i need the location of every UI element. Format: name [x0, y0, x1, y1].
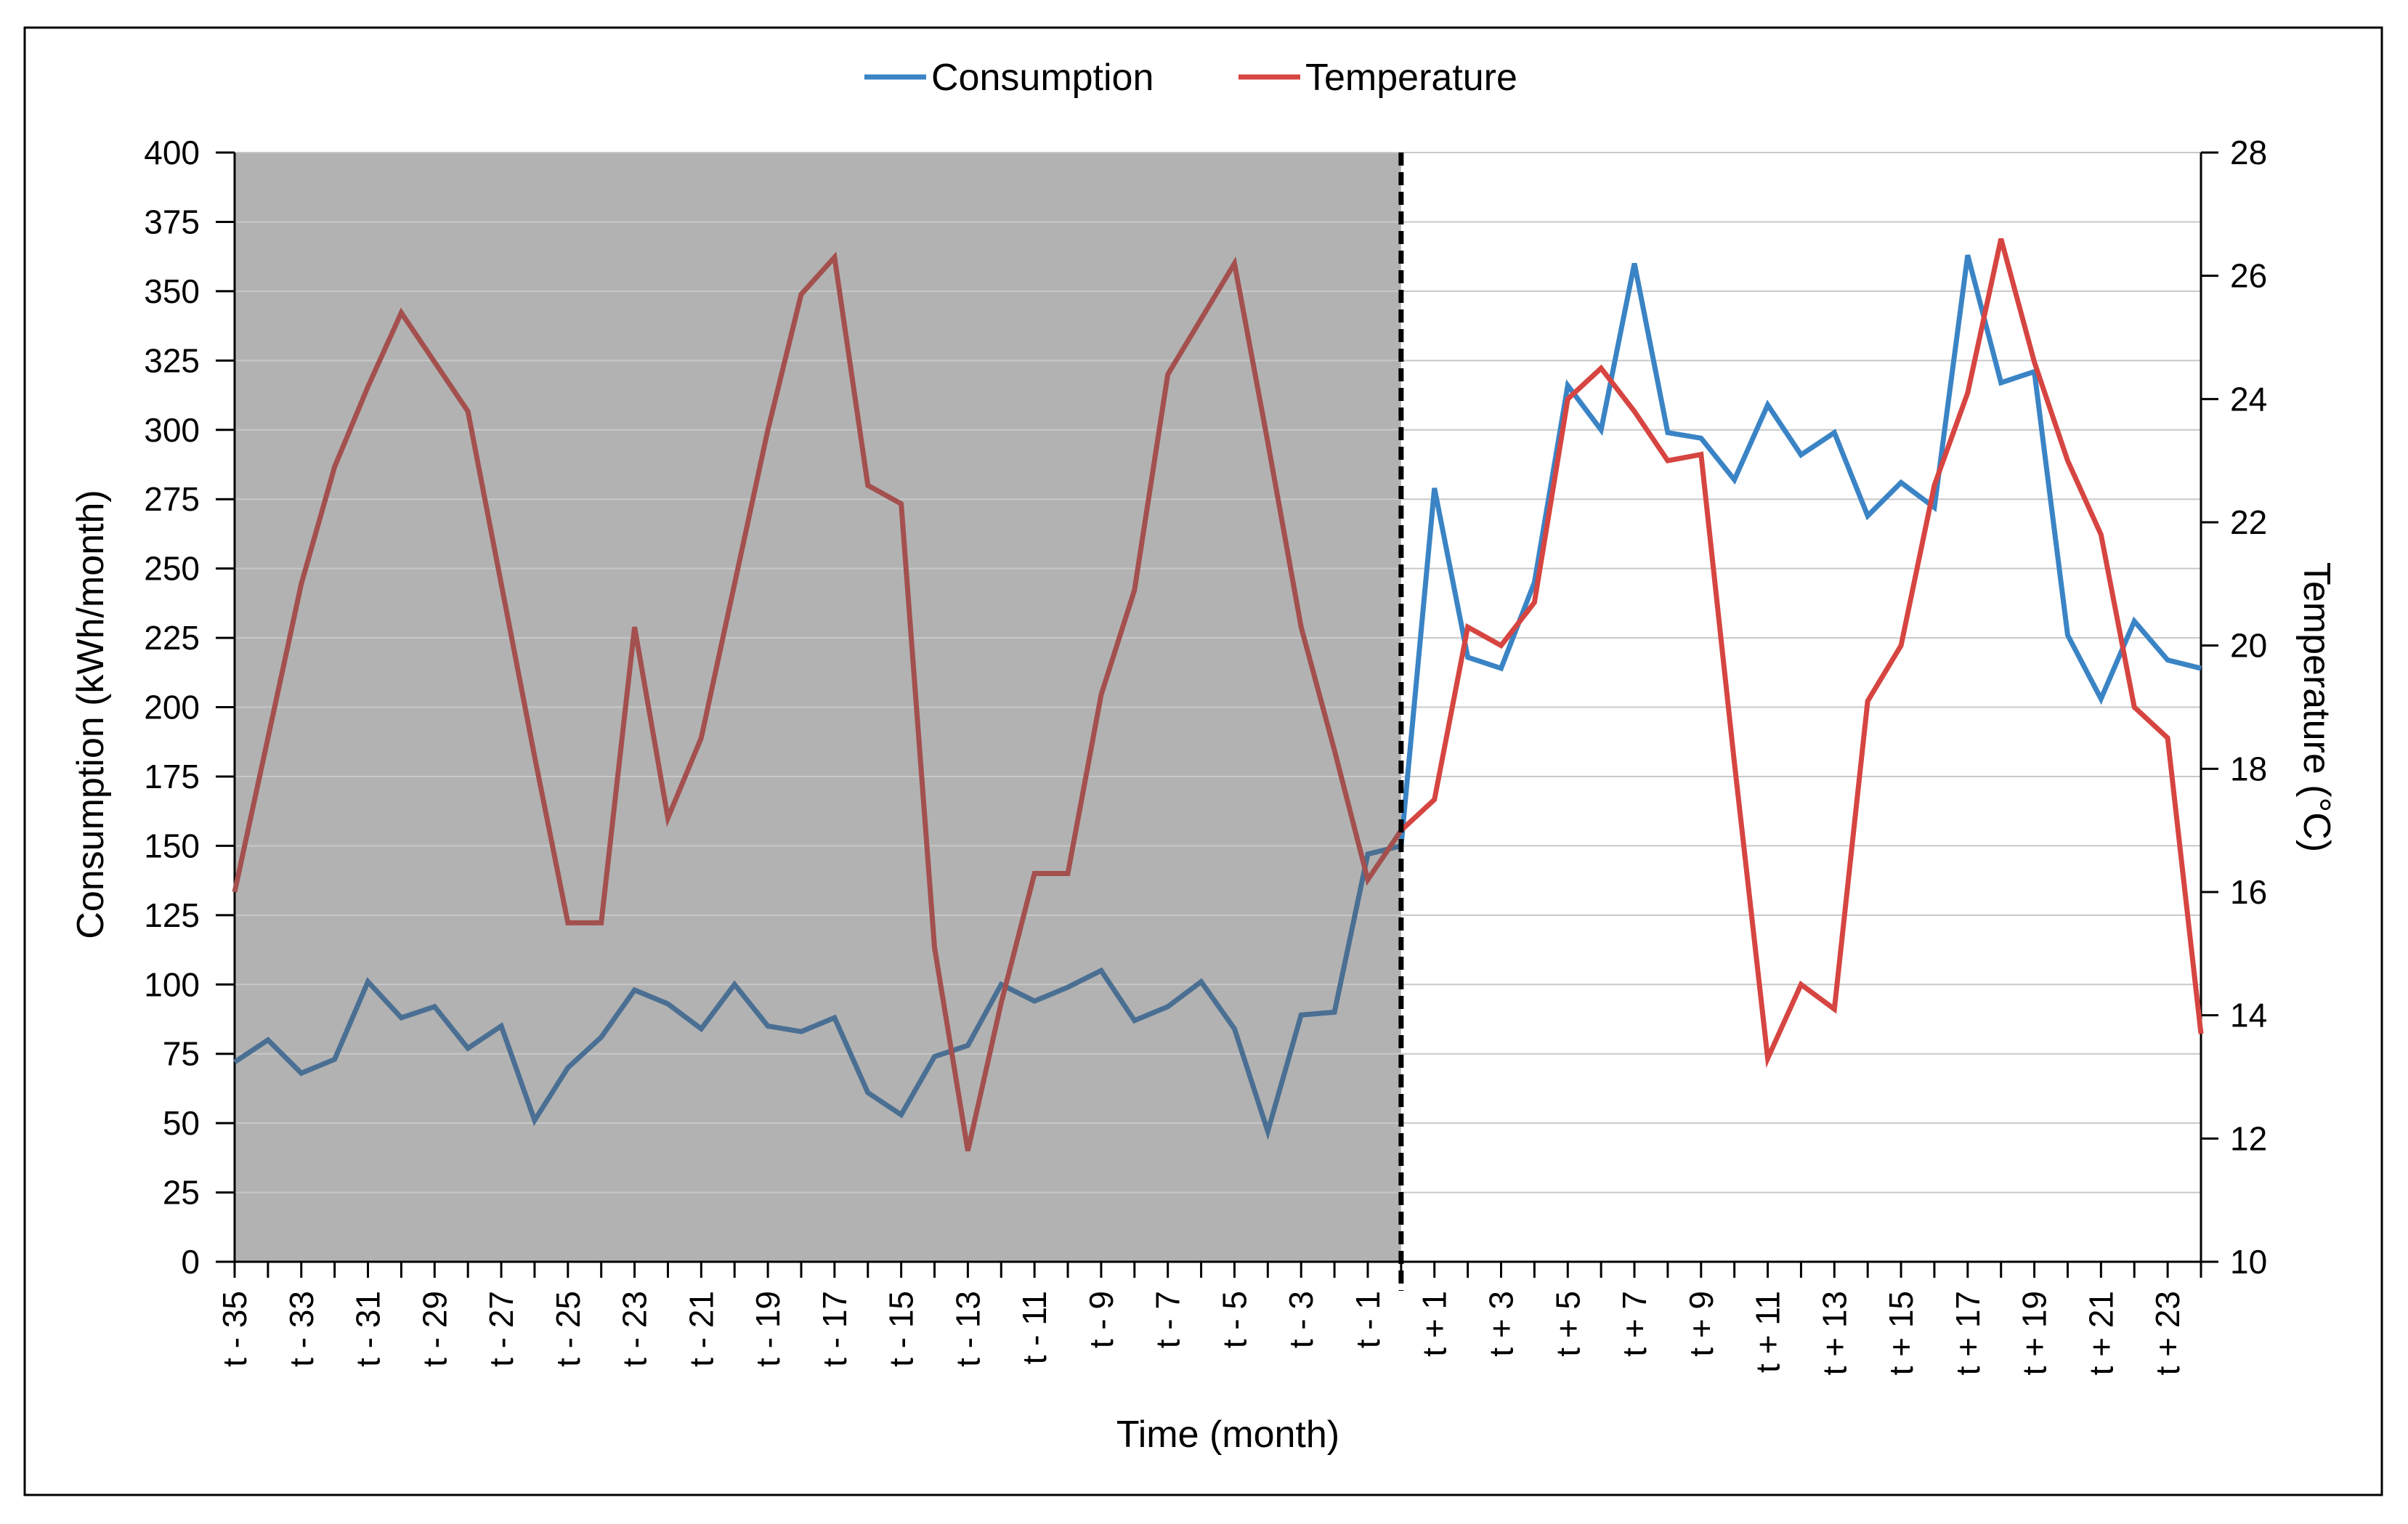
y-tick-label: 175: [144, 758, 200, 795]
x-tick-label: t + 17: [1949, 1291, 1987, 1375]
x-tick-label: t + 21: [2082, 1291, 2120, 1375]
x-tick-label: t - 29: [415, 1291, 453, 1367]
y-tick-label: 25: [163, 1174, 200, 1212]
x-tick-label: t - 7: [1149, 1291, 1187, 1348]
series-temperature-historical-line: [232, 251, 1403, 1152]
y2-tick-label: 26: [2230, 257, 2267, 295]
y-tick-label: 100: [144, 965, 200, 1003]
axes: [233, 153, 2202, 1278]
x-tick-label: t + 9: [1682, 1291, 1720, 1357]
y-tick-label: 200: [144, 689, 200, 726]
legend: Consumption Temperature: [864, 57, 1517, 99]
x-tick-label: t - 17: [816, 1291, 854, 1367]
y-tick-label: 250: [144, 550, 200, 588]
y-tick-label: 325: [144, 341, 200, 379]
y2-axis-title: Temperature (°C): [2295, 562, 2338, 852]
x-tick-label: t - 5: [1215, 1291, 1253, 1348]
x-tick-label: t + 11: [1749, 1291, 1787, 1373]
series-lines: [232, 238, 2204, 1152]
y-tick-label: 125: [144, 896, 200, 934]
x-tick-label: t - 13: [949, 1291, 986, 1367]
y-tick-label: 75: [163, 1035, 200, 1073]
y-tick-label: 300: [144, 411, 200, 449]
x-tick-label: t - 27: [482, 1291, 520, 1367]
x-tick-label: t + 3: [1482, 1291, 1520, 1357]
x-tick-label: t - 1: [1349, 1291, 1387, 1348]
x-tick-label: t + 1: [1416, 1291, 1454, 1357]
x-tick-label: t - 23: [616, 1291, 654, 1367]
x-tick-label: t - 35: [216, 1291, 254, 1367]
x-tick-label: t + 19: [2016, 1291, 2054, 1375]
y-tick-label: 50: [163, 1104, 200, 1142]
x-tick-label: t - 11: [1016, 1291, 1053, 1364]
y-tick-label: 375: [144, 203, 200, 240]
x-tick-label: t - 9: [1082, 1291, 1120, 1348]
y-tick-label: 275: [144, 480, 200, 518]
y2-tick-label: 14: [2230, 997, 2267, 1034]
y2-tick-label: 28: [2230, 134, 2267, 171]
x-tick-label: t - 33: [283, 1291, 320, 1367]
x-tick-label: t - 25: [549, 1291, 587, 1367]
y-tick-label: 350: [144, 272, 200, 310]
y2-tick-label: 12: [2230, 1119, 2267, 1157]
y2-tick-label: 10: [2230, 1243, 2267, 1281]
y-tick-label: 400: [144, 134, 200, 171]
y-axis-tick-labels: 0 25 50 75 100 125 150 175 200 225 250 275 300 325 350…: [144, 134, 235, 1281]
x-tick-label: t + 5: [1549, 1291, 1586, 1357]
y-axis-title: Consumption (kWh/month): [70, 490, 112, 939]
x-tick-label: t + 23: [2149, 1291, 2186, 1375]
x-tick-label: t + 7: [1616, 1291, 1653, 1357]
x-axis-title: Time (month): [1116, 1414, 1339, 1456]
y-tick-label: 150: [144, 827, 200, 864]
y-tick-label: 0: [181, 1243, 200, 1281]
series-temperature-forecast-line: [1399, 238, 2204, 1069]
legend-temperature-label: Temperature: [1305, 57, 1517, 99]
x-tick-label: t + 13: [1815, 1291, 1853, 1375]
x-tick-label: t - 3: [1282, 1291, 1320, 1348]
y2-axis-tick-labels: 10 12 14 16 18 20 22 24 26 28: [2201, 134, 2267, 1281]
gridlines: [235, 152, 2201, 1193]
y2-tick-label: 20: [2230, 627, 2267, 665]
y2-tick-label: 16: [2230, 873, 2267, 911]
legend-consumption-label: Consumption: [931, 57, 1154, 99]
x-tick-label: t - 15: [883, 1291, 920, 1367]
y-tick-label: 225: [144, 619, 200, 657]
y2-tick-label: 24: [2230, 380, 2267, 418]
x-tick-label: t - 21: [682, 1291, 720, 1367]
x-axis-tick-labels: t - 35 t - 33 t - 31 t - 29 t - 27 t - 25 t - …: [216, 1291, 2186, 1375]
series-consumption-historical-line: [233, 843, 1402, 1140]
x-tick-label: t + 15: [1882, 1291, 1920, 1375]
series-consumption-forecast-line: [1398, 254, 2202, 846]
x-tick-label: t - 19: [749, 1291, 787, 1367]
y2-tick-label: 18: [2230, 750, 2267, 787]
y2-tick-label: 22: [2230, 503, 2267, 541]
x-tick-label: t - 31: [349, 1291, 387, 1367]
